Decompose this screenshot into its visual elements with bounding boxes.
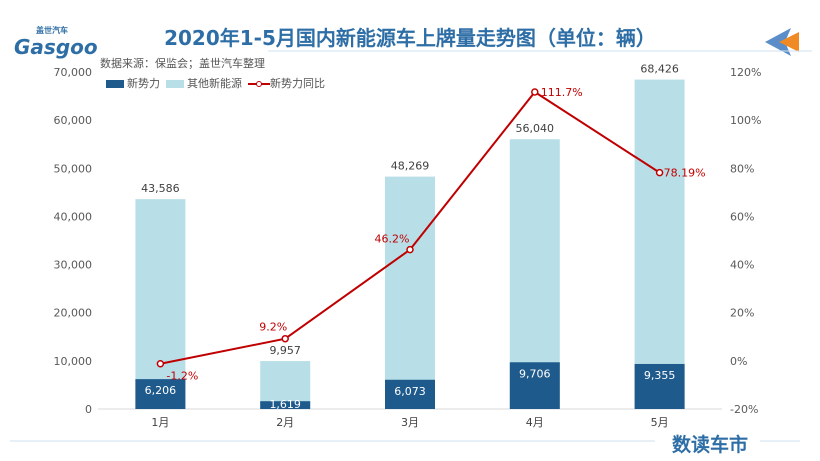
y2-tick-label: 0% — [730, 355, 747, 368]
y2-tick-label: 20% — [730, 307, 754, 320]
yoy-point — [156, 359, 165, 368]
y2-tick-label: 40% — [730, 259, 754, 272]
bar-new-forces — [385, 379, 435, 409]
gasgoo-logo: 盖世汽车 Gasgoo — [14, 26, 98, 58]
legend-item-other: 其他新能源 — [166, 75, 242, 91]
bar-label-other: 43,586 — [141, 182, 180, 195]
yoy-label: 111.7% — [541, 86, 583, 99]
yoy-point — [531, 88, 539, 96]
x-tick-label: 5月 — [651, 416, 669, 429]
y-tick-label: 0 — [85, 403, 92, 416]
bar-new-forces — [634, 363, 685, 409]
yoy-point — [406, 245, 414, 254]
yoy-label: 78.19% — [664, 167, 706, 180]
bar-label-new-forces: 9,355 — [644, 369, 676, 382]
y2-tick-label: 60% — [730, 210, 754, 223]
y2-tick-label: -20% — [730, 403, 758, 416]
bar-label-other: 9,957 — [269, 344, 301, 357]
bar-new-forces — [260, 401, 311, 409]
bar-other — [634, 79, 685, 409]
bar-label-other: 48,269 — [391, 160, 430, 173]
bar-other — [385, 176, 435, 409]
bar-other — [260, 361, 311, 409]
logo-cn: 盖世汽车 — [36, 26, 68, 35]
legend-item-new-forces: 新势力 — [106, 75, 160, 91]
y-tick-label: 30,000 — [54, 259, 93, 272]
bar-label-new-forces: 1,619 — [269, 398, 301, 411]
y2-tick-label: 100% — [730, 114, 761, 127]
legend-item-yoy: 新势力同比 — [248, 75, 325, 91]
bar-new-forces — [509, 362, 560, 409]
bar-label-other: 56,040 — [516, 122, 555, 135]
logo-text: Gasgoo — [14, 35, 98, 59]
chart-title: 2020年1-5月国内新能源车上牌量走势图（单位：辆） — [164, 26, 656, 50]
bar-other — [509, 139, 560, 409]
y-tick-label: 70,000 — [54, 66, 93, 79]
y-tick-label: 40,000 — [54, 210, 93, 223]
yoy-label: 46.2% — [375, 233, 410, 246]
y-tick-label: 10,000 — [54, 355, 93, 368]
yoy-point — [281, 334, 289, 343]
bar-label-other: 68,426 — [640, 63, 679, 76]
arrow-logo-icon — [765, 28, 799, 56]
bar-new-forces — [135, 379, 186, 409]
x-tick-label: 3月 — [401, 416, 419, 429]
y2-tick-label: 120% — [730, 66, 761, 79]
legend: 新势力 其他新能源 新势力同比 — [106, 75, 325, 91]
yoy-label: -1.2% — [166, 370, 198, 383]
yoy-point — [655, 168, 664, 177]
bar-label-new-forces: 6,073 — [394, 385, 426, 398]
y2-tick-label: 80% — [730, 162, 754, 175]
x-tick-label: 2月 — [276, 416, 294, 429]
bar-label-new-forces: 6,206 — [145, 384, 177, 397]
y-tick-label: 60,000 — [54, 114, 93, 127]
bar-label-new-forces: 9,706 — [519, 367, 551, 380]
x-tick-label: 1月 — [151, 416, 169, 429]
bar-other — [135, 199, 186, 409]
x-tick-label: 4月 — [526, 416, 544, 429]
brand-logo: 数读车市 — [672, 434, 749, 456]
y-tick-label: 20,000 — [54, 307, 93, 320]
chart-subtitle: 数据来源：保监会；盖世汽车整理 — [100, 57, 265, 70]
y-tick-label: 50,000 — [54, 162, 93, 175]
yoy-label: 9.2% — [259, 321, 287, 334]
yoy-line — [160, 90, 661, 365]
